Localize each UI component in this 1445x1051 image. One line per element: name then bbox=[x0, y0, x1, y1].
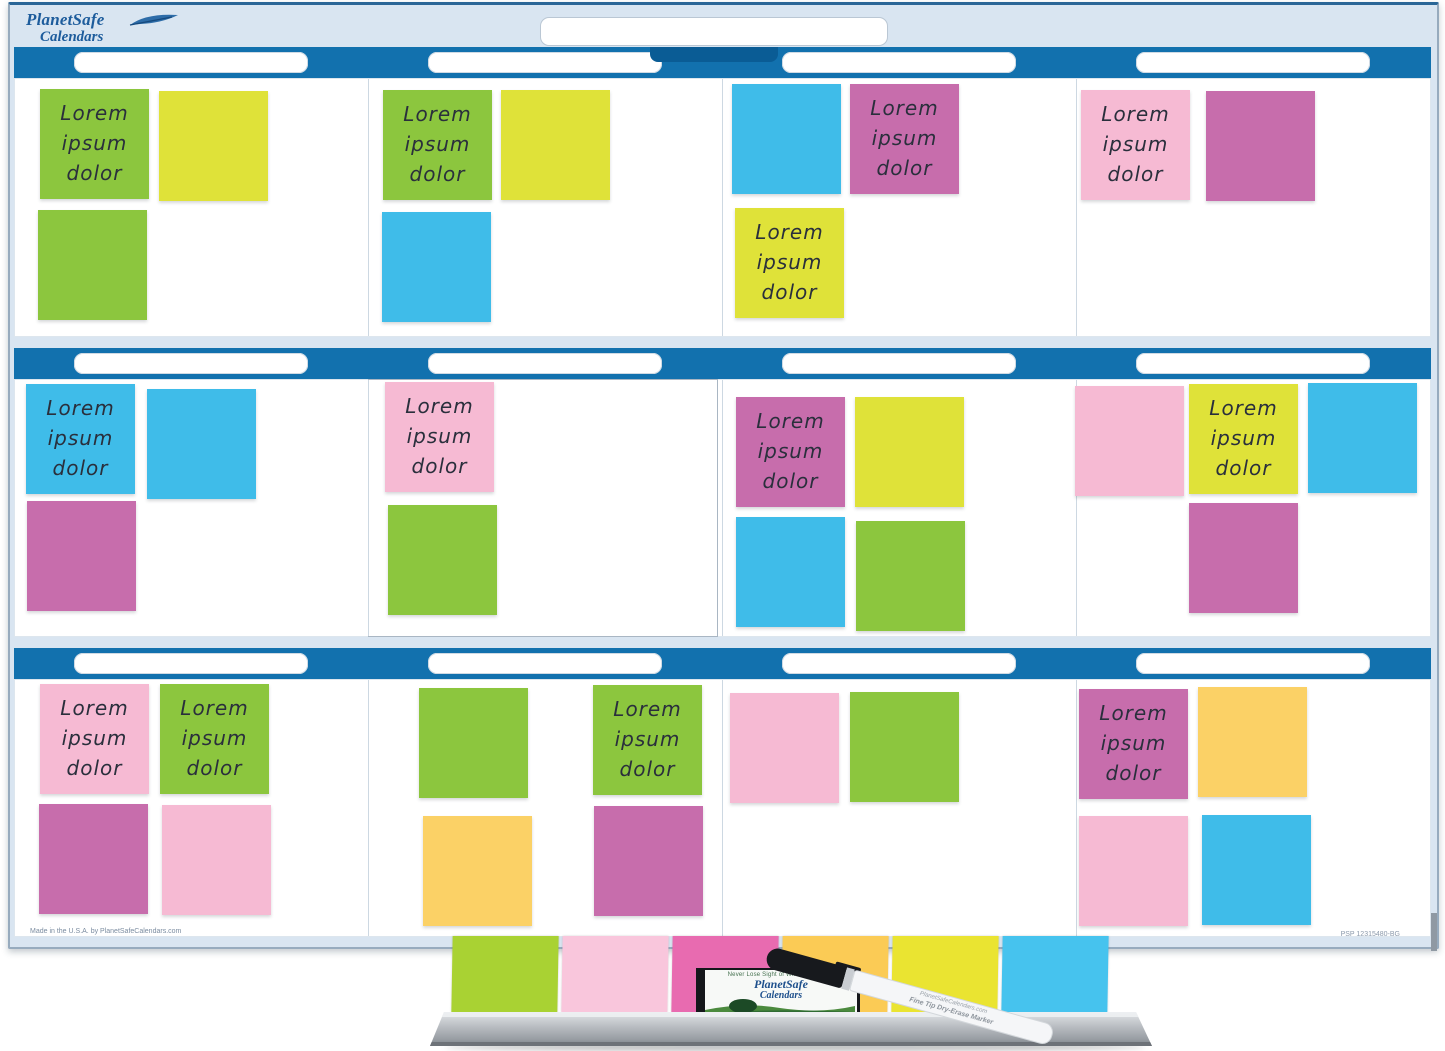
brand-logo: PlanetSafe Calendars bbox=[26, 10, 178, 45]
tray-foot bbox=[430, 1042, 1152, 1046]
column-divider bbox=[722, 79, 723, 336]
sticky-note bbox=[1308, 383, 1417, 493]
column-divider bbox=[722, 380, 723, 636]
board-edge bbox=[1431, 913, 1437, 951]
sticky-note bbox=[419, 688, 528, 798]
sticky-note-with-text: Lorem ipsum dolor bbox=[736, 397, 845, 507]
sticky-note bbox=[732, 84, 841, 194]
sticky-note-with-text: Lorem ipsum dolor bbox=[1079, 689, 1188, 799]
sticky-pad-light-pink bbox=[561, 936, 669, 1012]
column-divider bbox=[368, 380, 369, 636]
sticky-note bbox=[147, 389, 256, 499]
sticky-note bbox=[856, 521, 965, 631]
header-mount-tab bbox=[650, 47, 778, 62]
column-divider bbox=[722, 680, 723, 936]
sticky-note bbox=[1079, 816, 1188, 926]
sticky-note bbox=[850, 692, 959, 802]
day-label-plate bbox=[782, 353, 1016, 374]
eraser-tagline: Never Lose Sight of What's Important bbox=[727, 972, 835, 978]
sticky-note-with-text: Lorem ipsum dolor bbox=[40, 684, 149, 794]
day-label-plate bbox=[1136, 52, 1370, 73]
eraser-brand-line2: Calendars bbox=[759, 989, 803, 1001]
day-label-plate bbox=[74, 52, 308, 73]
feather-icon bbox=[129, 14, 178, 26]
column-divider bbox=[1076, 79, 1077, 336]
sticky-note-with-text: Lorem ipsum dolor bbox=[735, 208, 844, 318]
sticky-note-with-text: Lorem ipsum dolor bbox=[1081, 90, 1190, 200]
sticky-note bbox=[736, 517, 845, 627]
tray-lip bbox=[440, 1012, 1140, 1017]
sticky-note bbox=[1189, 503, 1298, 613]
sticky-note bbox=[27, 501, 136, 611]
sticky-note bbox=[382, 212, 491, 322]
sticky-note bbox=[162, 805, 271, 915]
brand-name-line2: Calendars bbox=[40, 29, 104, 45]
sticky-note bbox=[1198, 687, 1307, 797]
column-divider bbox=[368, 79, 369, 336]
sticky-note bbox=[501, 90, 610, 200]
sticky-note bbox=[1202, 815, 1311, 925]
day-label-plate bbox=[782, 653, 1016, 674]
sticky-note bbox=[39, 804, 148, 914]
brand-name-line1: PlanetSafe bbox=[26, 10, 105, 29]
sticky-note-with-text: Lorem ipsum dolor bbox=[593, 685, 702, 795]
sticky-note bbox=[855, 397, 964, 507]
eraser-brand-line1: PlanetSafe bbox=[754, 977, 808, 991]
sticky-note bbox=[423, 816, 532, 926]
product-code: PSP 12315480-BG bbox=[1340, 931, 1400, 938]
made-in-text: Made in the U.S.A. by PlanetSafeCalendar… bbox=[30, 928, 182, 935]
sticky-note-with-text: Lorem ipsum dolor bbox=[850, 84, 959, 194]
day-label-plate bbox=[74, 653, 308, 674]
sticky-note bbox=[1075, 386, 1184, 496]
sticky-pad-green bbox=[451, 936, 559, 1012]
week-header-bar-2 bbox=[14, 348, 1431, 379]
column-divider bbox=[1076, 380, 1077, 636]
day-label-plate bbox=[1136, 653, 1370, 674]
sticky-note bbox=[594, 806, 703, 916]
sticky-note-with-text: Lorem ipsum dolor bbox=[385, 382, 494, 492]
sticky-note bbox=[388, 505, 497, 615]
sticky-note-with-text: Lorem ipsum dolor bbox=[383, 90, 492, 200]
sticky-note bbox=[730, 693, 839, 803]
sticky-note-with-text: Lorem ipsum dolor bbox=[160, 684, 269, 794]
title-plate bbox=[540, 17, 888, 46]
sticky-note bbox=[1206, 91, 1315, 201]
sticky-note-with-text: Lorem ipsum dolor bbox=[40, 89, 149, 199]
tray-shadow bbox=[445, 1043, 1145, 1051]
sticky-note bbox=[38, 210, 147, 320]
week-header-bar-3 bbox=[14, 648, 1431, 679]
sticky-note-with-text: Lorem ipsum dolor bbox=[26, 384, 135, 494]
sticky-pad-blue bbox=[1001, 936, 1109, 1012]
column-divider bbox=[368, 680, 369, 936]
day-label-plate bbox=[1136, 353, 1370, 374]
day-label-plate bbox=[428, 653, 662, 674]
column-divider bbox=[1076, 680, 1077, 936]
day-label-plate bbox=[428, 52, 662, 73]
sticky-note-with-text: Lorem ipsum dolor bbox=[1189, 384, 1298, 494]
day-label-plate bbox=[428, 353, 662, 374]
sticky-note bbox=[159, 91, 268, 201]
day-label-plate bbox=[782, 52, 1016, 73]
day-label-plate bbox=[74, 353, 308, 374]
